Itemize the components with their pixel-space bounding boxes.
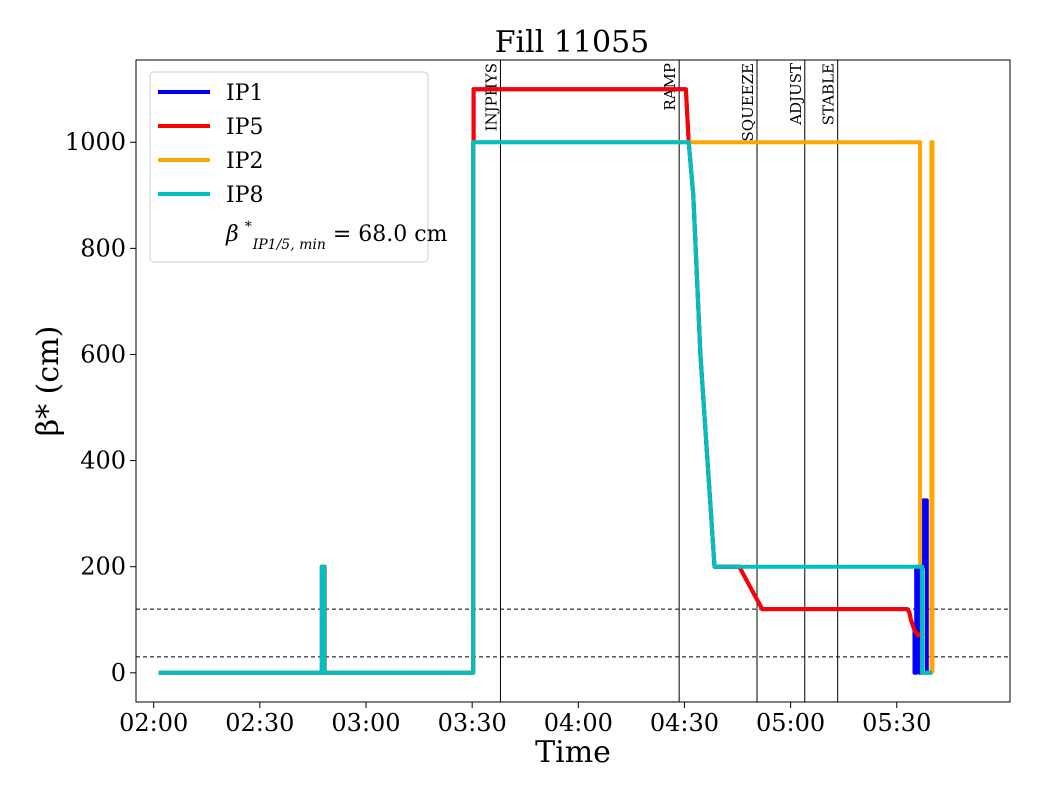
legend-note-beta: β: [225, 222, 239, 247]
legend: IP1 IP5 IP2 IP8 β * IP1/5, min = 68.0 cm: [149, 71, 448, 263]
y-tick-label: 400: [80, 447, 126, 475]
legend-box: [149, 71, 429, 263]
y-tick-label: 200: [80, 553, 126, 581]
y-tick-label: 0: [111, 659, 126, 687]
x-tick-label: 05:00: [756, 709, 825, 737]
phase-lines: INJPHYS RAMP SQUEEZE ADJUST STABLE: [482, 60, 839, 702]
x-tick-label: 03:00: [331, 709, 400, 737]
phase-label-injphys: INJPHYS: [482, 63, 500, 131]
x-tick-label: 04:00: [544, 709, 613, 737]
x-tick-label: 04:30: [650, 709, 719, 737]
y-axis-label: β* (cm): [31, 326, 66, 437]
series-line-ip8: [158, 140, 933, 675]
plot-frame: [135, 59, 1011, 703]
y-tick-label: 1000: [65, 128, 126, 156]
legend-label-ip1: IP1: [226, 81, 264, 106]
y-axis: 0 200 400 600 800 1000: [65, 128, 136, 687]
legend-entries: IP1 IP5 IP2 IP8: [158, 81, 264, 208]
x-axis-label: Time: [535, 735, 611, 770]
legend-note: β * IP1/5, min = 68.0 cm: [225, 212, 448, 255]
y-tick-label: 800: [80, 234, 126, 262]
x-tick-label: 02:00: [119, 709, 188, 737]
x-tick-label: 02:30: [225, 709, 294, 737]
x-axis: 02:00 02:30 03:00 03:30 04:00 04:30 05:00 05:30: [119, 702, 931, 737]
phase-label-ramp: RAMP: [661, 63, 679, 111]
series-layer: [158, 87, 935, 675]
legend-note-value: = 68.0 cm: [333, 222, 448, 247]
phase-label-adjust: ADJUST: [787, 63, 805, 126]
legend-label-ip5: IP5: [226, 115, 264, 140]
phase-label-squeeze: SQUEEZE: [739, 63, 757, 142]
x-tick-label: 03:30: [438, 709, 507, 737]
chart-title: Fill 11055: [495, 25, 650, 60]
x-tick-label: 05:30: [862, 709, 931, 737]
legend-label-ip8: IP8: [226, 183, 264, 208]
legend-note-sub: IP1/5, min: [252, 237, 326, 253]
phase-label-stable: STABLE: [820, 63, 838, 125]
legend-label-ip2: IP2: [226, 149, 264, 174]
y-tick-label: 600: [80, 340, 126, 368]
legend-note-sup: *: [245, 219, 252, 235]
